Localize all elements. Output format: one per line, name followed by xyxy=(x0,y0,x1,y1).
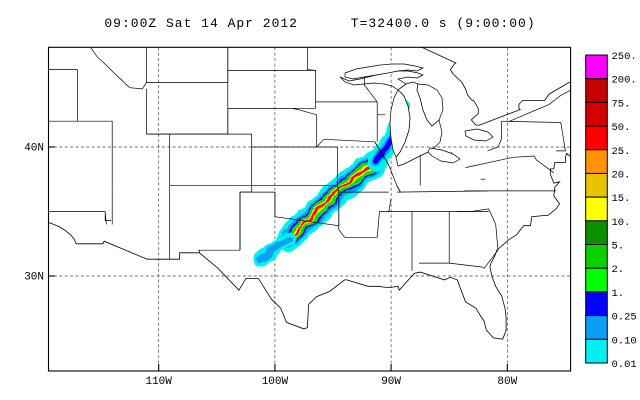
svg-text:15.: 15. xyxy=(612,193,631,205)
svg-text:50.: 50. xyxy=(612,122,631,134)
svg-text:0.01: 0.01 xyxy=(612,359,637,371)
svg-text:90W: 90W xyxy=(381,376,401,388)
svg-text:110W: 110W xyxy=(145,376,172,388)
svg-text:20.: 20. xyxy=(612,169,631,181)
svg-text:2.: 2. xyxy=(612,264,625,276)
svg-text:200.: 200. xyxy=(612,75,637,87)
svg-text:5.: 5. xyxy=(612,241,625,253)
svg-text:80W: 80W xyxy=(497,376,517,388)
svg-text:30N: 30N xyxy=(24,272,44,284)
svg-text:25.: 25. xyxy=(612,146,631,158)
svg-text:100W: 100W xyxy=(262,376,289,388)
svg-text:0.25: 0.25 xyxy=(612,312,637,324)
svg-text:0.10: 0.10 xyxy=(612,335,637,347)
svg-text:40N: 40N xyxy=(24,143,44,155)
svg-text:75.: 75. xyxy=(612,98,631,110)
svg-text:250.: 250. xyxy=(612,51,637,63)
svg-text:1.: 1. xyxy=(612,288,625,300)
svg-text:10.: 10. xyxy=(612,217,631,229)
